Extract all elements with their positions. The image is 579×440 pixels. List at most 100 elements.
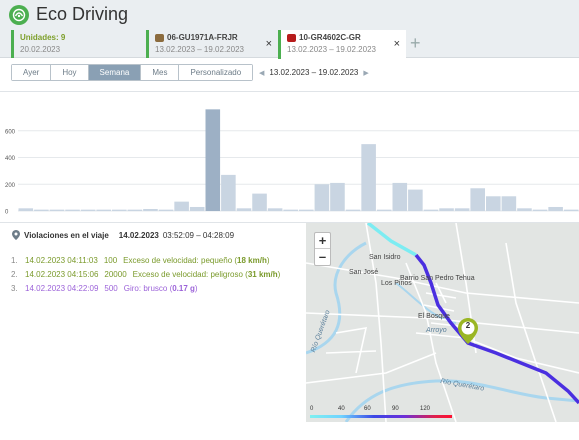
close-icon[interactable]: × xyxy=(265,38,272,50)
legend-tick: 40 xyxy=(338,406,345,412)
chart-bar[interactable] xyxy=(376,209,392,211)
chart-bar[interactable] xyxy=(34,209,49,211)
legend-tick: 60 xyxy=(364,406,371,412)
speed-gradient-bar xyxy=(310,415,452,418)
chart-bar[interactable] xyxy=(65,209,80,211)
trip-date: 14.02.2023 xyxy=(118,230,159,240)
y-tick-label: 200 xyxy=(5,183,16,189)
period-today-button[interactable]: Hoy xyxy=(51,65,89,80)
period-yesterday-button[interactable]: Ayer xyxy=(12,65,52,80)
violation-datetime: 14.02.2023 04:15:06 xyxy=(25,270,99,279)
chart-bar[interactable] xyxy=(548,206,563,211)
units-count-label: Unidades: 9 xyxy=(20,33,66,42)
close-icon[interactable]: × xyxy=(393,38,400,50)
chart-bar[interactable] xyxy=(112,209,127,211)
map-label: Barrio San Pedro Tehua xyxy=(400,275,475,282)
map-label: Arroyo xyxy=(426,327,447,334)
chart-bar[interactable] xyxy=(423,209,439,211)
y-tick-label: 600 xyxy=(5,129,16,135)
map-base xyxy=(306,223,579,422)
chart-bar[interactable] xyxy=(501,196,517,211)
violation-datetime: 14.02.2023 04:22:09 xyxy=(25,284,99,293)
chart-bar[interactable] xyxy=(283,209,298,211)
chart-bar[interactable] xyxy=(96,209,111,211)
violation-marker[interactable]: 2 xyxy=(458,318,478,344)
violations-header: Violaciones en el viaje 14.02.2023 03:52… xyxy=(12,230,234,240)
previous-period-arrow-icon[interactable]: ◀ xyxy=(259,69,265,77)
period-custom-button[interactable]: Personalizado xyxy=(179,65,253,80)
date-range-navigator: ◀ 13.02.2023 – 19.02.2023 ▶ xyxy=(259,68,369,77)
legend-tick: 120 xyxy=(420,406,431,412)
chart-bar[interactable] xyxy=(314,184,330,211)
violation-detail: 31 km/h xyxy=(247,270,278,279)
chart-bar[interactable] xyxy=(454,208,470,211)
zoom-out-button[interactable]: – xyxy=(318,249,327,264)
chart-bar[interactable] xyxy=(439,208,454,211)
chart-bar[interactable] xyxy=(330,182,345,211)
chart-bar[interactable] xyxy=(563,209,579,211)
tab-unit-10-GR4602C[interactable]: 10-GR4602C-GR 13.02.2023 – 19.02.2023 × xyxy=(278,30,406,59)
unit-date-range: 13.02.2023 – 19.02.2023 xyxy=(155,45,244,54)
chart-bar[interactable] xyxy=(49,209,65,211)
period-month-button[interactable]: Mes xyxy=(141,65,180,80)
chart-bar[interactable] xyxy=(221,174,236,211)
violation-type: Exceso de velocidad: pequeño xyxy=(123,256,233,265)
period-week-button[interactable]: Semana xyxy=(88,65,142,80)
zoom-in-button[interactable]: + xyxy=(315,233,330,249)
trip-time-range: 03:52:09 – 04:28:09 xyxy=(162,230,235,240)
speed-legend: 0 40 60 90 120 xyxy=(310,406,452,418)
violation-penalty: 500 xyxy=(104,284,118,293)
chart-bar[interactable] xyxy=(236,208,252,211)
violation-type: Giro: brusco xyxy=(123,284,168,293)
legend-tick: 90 xyxy=(392,406,399,412)
violation-penalty: 20000 xyxy=(104,270,127,279)
violation-detail: 18 km/h xyxy=(237,256,267,265)
tab-units-summary[interactable]: Unidades: 9 20.02.2023 xyxy=(11,30,146,58)
chart-bar[interactable] xyxy=(205,109,221,211)
app-title: Eco Driving xyxy=(36,4,129,24)
map-label: Los Pinos xyxy=(381,280,412,287)
app-header: Eco Driving xyxy=(0,0,579,30)
chart-bar[interactable] xyxy=(299,209,314,211)
map-marker-icon xyxy=(458,318,478,344)
violation-row[interactable]: 1. 14.02.2023 04:11:03 100 Exceso de vel… xyxy=(11,256,306,270)
chart-bar[interactable] xyxy=(361,144,376,211)
violation-datetime: 14.02.2023 04:11:03 xyxy=(25,256,98,265)
footer xyxy=(0,422,579,440)
unit-tabs: Unidades: 9 20.02.2023 06-GU1971A-FRJR 1… xyxy=(0,30,579,59)
chart-bar[interactable] xyxy=(127,209,143,211)
y-tick-label: 400 xyxy=(5,156,16,162)
chart-bar[interactable] xyxy=(18,208,34,211)
chart-bar[interactable] xyxy=(517,208,532,211)
next-period-arrow-icon[interactable]: ▶ xyxy=(363,69,369,77)
violations-bar-chart: 0 200 400 600 xyxy=(5,109,579,216)
map-label: El Bosque xyxy=(418,313,450,320)
chart-bar[interactable] xyxy=(392,182,408,211)
trip-map[interactable]: + – San Isidro San José Barrio San Pedro… xyxy=(306,223,579,422)
chart-bar[interactable] xyxy=(486,196,501,211)
violation-row[interactable]: 2. 14.02.2023 04:15:06 20000 Exceso de v… xyxy=(11,270,306,284)
divider xyxy=(0,222,579,223)
chart-bar[interactable] xyxy=(252,193,267,211)
car-icon xyxy=(287,33,296,42)
divider xyxy=(0,91,579,92)
chart-bar[interactable] xyxy=(345,209,361,211)
chart-bar[interactable] xyxy=(470,188,485,211)
map-zoom-control: + – xyxy=(314,232,331,266)
chart-bar[interactable] xyxy=(80,209,96,211)
chart-bar[interactable] xyxy=(158,209,174,211)
chart-bar[interactable] xyxy=(532,209,548,211)
violation-row[interactable]: 3. 14.02.2023 04:22:09 500 Giro: brusco … xyxy=(11,284,306,298)
car-icon xyxy=(155,33,164,42)
map-label: San Isidro xyxy=(369,254,401,261)
y-tick-label: 0 xyxy=(5,210,9,216)
chart-bar[interactable] xyxy=(143,208,158,211)
violation-type: Exceso de velocidad: peligroso xyxy=(132,270,243,279)
add-tab-button[interactable]: + xyxy=(410,33,421,53)
chart-bar[interactable] xyxy=(189,206,205,211)
chart-bar[interactable] xyxy=(408,189,423,211)
chart-bar[interactable] xyxy=(174,201,189,211)
chart-bar[interactable] xyxy=(267,208,283,211)
tab-unit-06-GU1971A[interactable]: 06-GU1971A-FRJR 13.02.2023 – 19.02.2023 … xyxy=(146,30,278,58)
unit-date-range: 13.02.2023 – 19.02.2023 xyxy=(287,45,376,54)
